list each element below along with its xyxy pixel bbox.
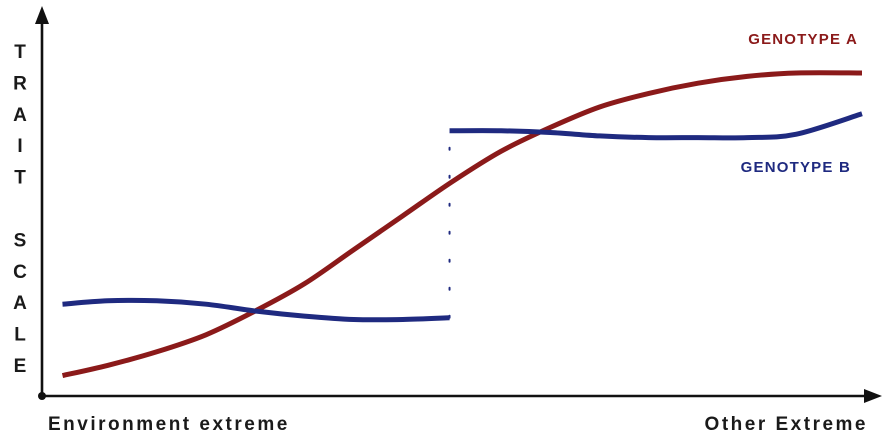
x-axis-arrowhead bbox=[864, 389, 882, 403]
x-axis-label-right: Other Extreme bbox=[705, 414, 868, 434]
y-axis-label-letter: S bbox=[14, 230, 27, 251]
y-axis-arrowhead bbox=[35, 6, 49, 24]
series-line-genotype-b-segment-2 bbox=[449, 111, 863, 141]
y-axis-label-letter: A bbox=[13, 293, 27, 314]
series-label-genotype-a: GENOTYPE A bbox=[748, 31, 858, 48]
y-axis-label-letter: T bbox=[14, 42, 26, 63]
series-line-genotype-b-segment-1 bbox=[62, 297, 450, 323]
x-axis-label-left: Environment extreme bbox=[48, 414, 290, 434]
series-line-genotype-a-segment-1 bbox=[61, 70, 863, 379]
y-axis-label-letter: R bbox=[13, 73, 27, 94]
y-axis-label-letter: A bbox=[13, 105, 27, 126]
y-axis-label-letter: C bbox=[13, 262, 27, 283]
y-axis-label-letter: L bbox=[14, 325, 26, 346]
series-label-genotype-b: GENOTYPE B bbox=[741, 159, 851, 176]
y-axis-label-letter: I bbox=[17, 136, 22, 157]
axis-origin bbox=[38, 392, 46, 400]
y-axis-label-letter: T bbox=[14, 168, 26, 189]
series-layer bbox=[61, 70, 863, 379]
y-axis-label-letter: E bbox=[14, 356, 27, 377]
